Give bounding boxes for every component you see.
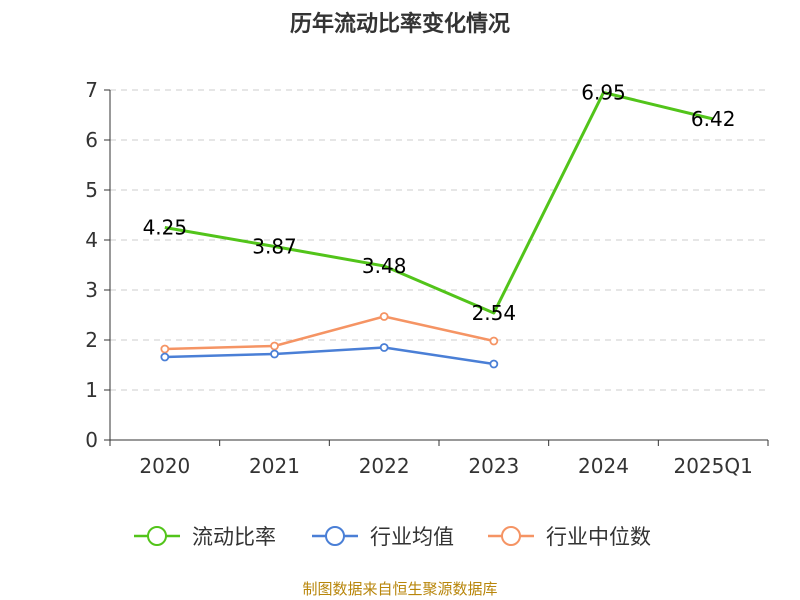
y-tick-label: 0 bbox=[85, 428, 98, 452]
data-point bbox=[379, 343, 389, 352]
data-point bbox=[270, 341, 279, 351]
footer-source: 制图数据来自恒生聚源数据库 bbox=[302, 580, 498, 598]
data-point bbox=[489, 336, 499, 346]
data-point bbox=[160, 352, 170, 362]
gridlines bbox=[110, 89, 768, 391]
legend-marker bbox=[501, 526, 521, 546]
series-lines bbox=[160, 91, 714, 369]
legend-label: 行业中位数 bbox=[546, 525, 651, 549]
axes: 0 1 2 3 4 5 6 7 2020 2021 2022 2023 2024 2025Q1 bbox=[85, 78, 769, 478]
data-point bbox=[489, 359, 499, 369]
data-label: 3.48 bbox=[362, 254, 407, 278]
y-tick-label: 2 bbox=[85, 328, 98, 352]
data-label: 2.54 bbox=[472, 301, 517, 325]
legend: 流动比率 行业均值 行业中位数 bbox=[134, 525, 651, 549]
y-tick-label: 4 bbox=[85, 228, 98, 252]
x-tick-label: 2022 bbox=[359, 454, 410, 478]
data-label: 6.42 bbox=[691, 107, 736, 131]
data-labels: 4.25 3.87 3.48 2.54 6.95 6.42 bbox=[143, 81, 736, 326]
legend-label: 流动比率 bbox=[192, 525, 276, 549]
data-label: 3.87 bbox=[252, 235, 297, 259]
y-tick-label: 6 bbox=[85, 128, 98, 152]
legend-marker bbox=[147, 526, 167, 546]
data-label: 4.25 bbox=[143, 216, 188, 240]
data-label: 6.95 bbox=[581, 81, 626, 105]
series-line bbox=[164, 315, 495, 351]
y-tick-label: 1 bbox=[85, 378, 98, 402]
series-line bbox=[164, 91, 714, 315]
data-point bbox=[379, 312, 389, 321]
legend-label: 行业均值 bbox=[370, 525, 454, 549]
series-line bbox=[164, 346, 495, 366]
x-tick-label: 2021 bbox=[249, 454, 300, 478]
data-point bbox=[160, 344, 170, 354]
data-point bbox=[270, 349, 279, 359]
legend-marker bbox=[325, 526, 345, 546]
y-tick-label: 5 bbox=[85, 178, 98, 202]
x-tick-label: 2020 bbox=[139, 454, 190, 478]
chart-title: 历年流动比率变化情况 bbox=[289, 12, 510, 37]
x-tick-label: 2024 bbox=[578, 454, 629, 478]
x-tick-label: 2023 bbox=[468, 454, 519, 478]
x-tick-label: 2025Q1 bbox=[673, 454, 752, 478]
y-tick-label: 3 bbox=[85, 278, 98, 302]
y-tick-label: 7 bbox=[85, 78, 98, 102]
